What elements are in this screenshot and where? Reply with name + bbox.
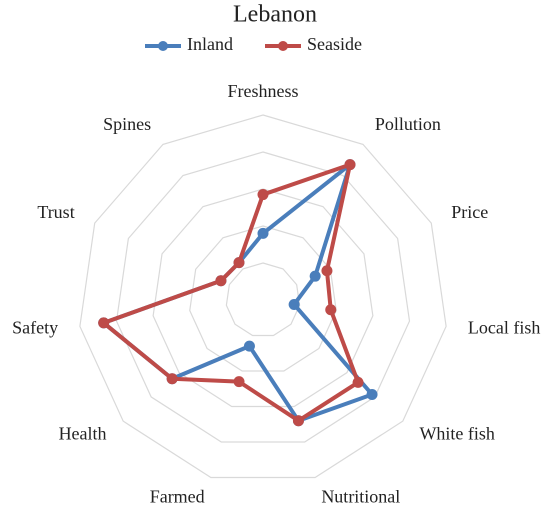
data-point: [233, 257, 245, 269]
axis-label: Farmed: [150, 487, 205, 507]
axis-label: Nutritional: [321, 487, 400, 507]
data-point: [321, 265, 333, 277]
grid-ring: [152, 188, 374, 408]
axis-label: White fish: [419, 424, 494, 444]
data-point: [366, 388, 378, 400]
axis-label: Spines: [103, 114, 151, 134]
legend-label: Seaside: [307, 34, 362, 54]
data-point: [352, 376, 364, 388]
grid-ring: [79, 114, 447, 479]
data-point: [233, 376, 245, 388]
legend-marker: [278, 41, 288, 51]
axis-label: Safety: [12, 318, 58, 338]
axis-label: Trust: [37, 202, 74, 222]
axis-label: Freshness: [228, 81, 299, 101]
grid-ring: [225, 262, 301, 337]
data-point: [257, 227, 269, 239]
data-point: [166, 373, 178, 385]
data-point: [288, 298, 300, 310]
data-point: [325, 304, 337, 316]
axis-label: Local fish: [468, 318, 540, 338]
chart-title: Lebanon: [233, 2, 317, 28]
data-point: [98, 317, 110, 329]
grid-ring: [115, 151, 411, 443]
data-point: [243, 340, 255, 352]
axis-label: Health: [59, 424, 107, 444]
grid-ring: [189, 225, 337, 372]
legend-marker: [158, 41, 168, 51]
axis-label: Price: [451, 202, 488, 222]
axis-label: Pollution: [375, 114, 441, 134]
data-point: [292, 415, 304, 427]
data-point: [309, 270, 321, 282]
series-line: [101, 162, 361, 423]
data-point: [344, 159, 356, 171]
legend-label: Inland: [187, 34, 233, 54]
data-point: [257, 189, 269, 201]
data-point: [215, 275, 227, 287]
